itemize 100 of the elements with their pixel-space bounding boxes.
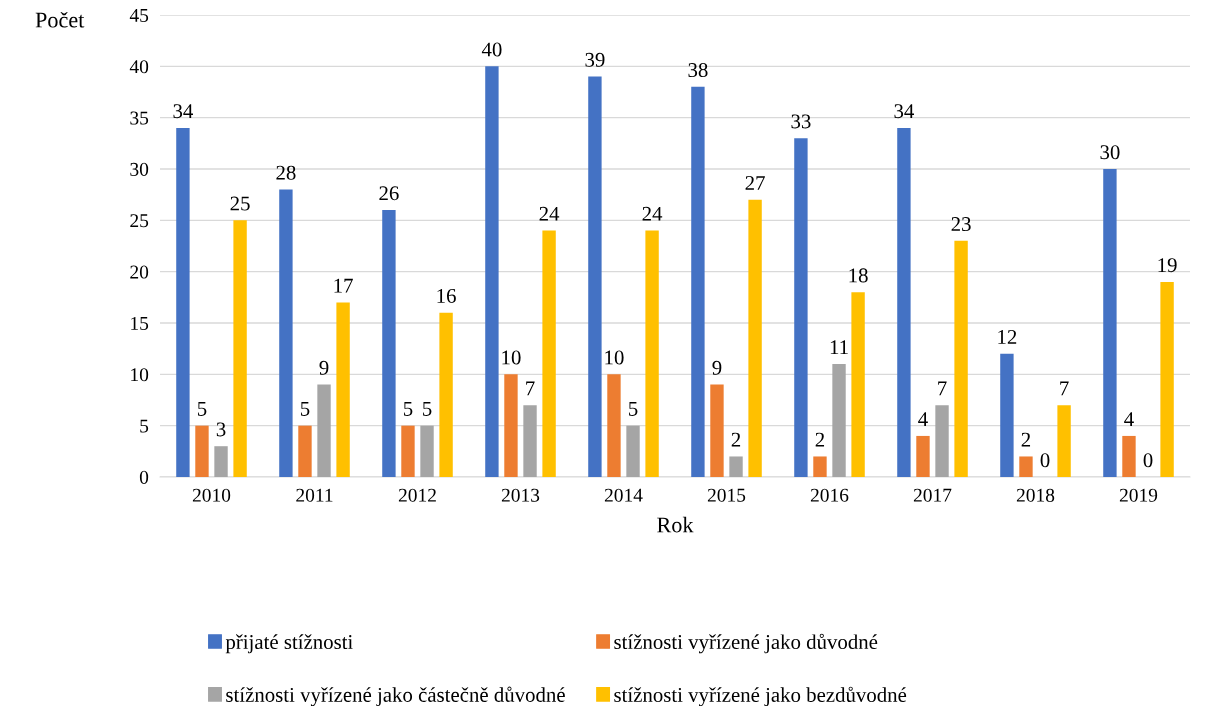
bar: [645, 230, 659, 477]
bar: [935, 405, 949, 477]
bar: [897, 127, 911, 477]
bar: [748, 199, 762, 477]
bar: [1019, 456, 1033, 477]
data-label: 30: [1100, 145, 1120, 160]
data-label: 10: [605, 350, 624, 365]
data-label: 11: [830, 340, 848, 355]
data-label: 9: [712, 360, 722, 375]
data-label: 40: [481, 42, 502, 57]
legend-label: přijaté stížnosti: [225, 634, 353, 654]
data-label: 38: [688, 63, 708, 78]
y-tick-label: 10: [131, 368, 149, 382]
bar: [233, 220, 247, 477]
x-tick-label: 2014: [604, 488, 643, 502]
bar: [336, 302, 350, 477]
data-label: 0: [1040, 453, 1050, 468]
data-label: 23: [951, 217, 971, 232]
y-tick-label: 35: [130, 111, 149, 125]
bar: [1122, 435, 1136, 477]
data-label: 3: [216, 422, 226, 437]
data-label: 7: [526, 381, 535, 396]
x-tick-label: 2018: [1016, 488, 1055, 502]
bar: [504, 374, 518, 477]
x-tick-label: 2019: [1119, 488, 1158, 502]
data-label: 28: [276, 165, 296, 180]
data-label: 26: [379, 186, 399, 201]
data-label: 10: [502, 350, 521, 365]
bar: [691, 86, 705, 477]
data-label: 34: [894, 104, 915, 119]
data-label: 5: [403, 402, 413, 416]
x-tick-label: 2013: [501, 488, 540, 502]
x-tick-label: 2017: [913, 488, 952, 502]
y-tick-label: 40: [129, 60, 149, 74]
data-label: 7: [1060, 381, 1069, 396]
data-label: 18: [849, 268, 868, 283]
x-axis-title: Rok: [657, 516, 694, 533]
x-tick-label: 2016: [810, 488, 849, 502]
bar: [542, 230, 556, 477]
data-label: 33: [791, 114, 811, 129]
bar: [1103, 169, 1117, 477]
bar: [916, 435, 930, 477]
data-label: 4: [1124, 412, 1134, 426]
bar: [195, 425, 209, 477]
y-tick-label: 15: [131, 316, 149, 330]
bar: [588, 76, 602, 477]
bar: [176, 127, 190, 477]
data-label: 9: [319, 360, 329, 375]
data-label: 24: [642, 206, 663, 221]
bar: [832, 364, 846, 477]
data-label: 19: [1158, 258, 1177, 273]
bar: [729, 456, 743, 477]
data-label: 2: [815, 432, 825, 447]
bar: [607, 374, 621, 477]
data-label: 17: [334, 278, 353, 293]
data-label: 39: [585, 52, 605, 67]
bar: [954, 240, 968, 477]
bar: [710, 384, 724, 477]
data-label: 16: [437, 288, 456, 303]
bar: [401, 425, 415, 477]
x-tick-label: 2010: [192, 488, 231, 502]
bar: [485, 66, 499, 477]
data-label: 5: [629, 402, 638, 416]
data-label: 24: [539, 206, 560, 221]
data-label: 4: [918, 412, 928, 426]
legend-label: stížnosti vyřízené jako důvodné: [614, 633, 878, 654]
x-tick-label: 2012: [398, 488, 436, 502]
legend-label: stížnosti vyřízené jako částečně důvodné: [226, 686, 565, 706]
bar: [1000, 353, 1014, 477]
data-label: 12: [998, 330, 1017, 344]
y-axis-title: Počet: [35, 11, 85, 28]
bar: [523, 405, 537, 477]
data-label: 5: [300, 402, 310, 416]
bar: [279, 189, 293, 477]
bar: [1057, 405, 1071, 477]
data-label: 25: [230, 196, 250, 211]
y-tick-label: 5: [140, 419, 149, 433]
bar: [317, 384, 331, 477]
data-label: 2: [731, 432, 741, 447]
bar: [382, 210, 396, 477]
bar: [794, 138, 808, 477]
data-label: 5: [197, 402, 207, 416]
bar: [214, 446, 228, 477]
data-label: 0: [1143, 453, 1153, 468]
y-tick-label: 20: [130, 265, 149, 279]
y-tick-label: 25: [130, 214, 149, 228]
data-label: 5: [423, 402, 432, 416]
bar: [420, 425, 434, 477]
y-tick-label: 30: [130, 162, 149, 176]
bar: [1160, 281, 1174, 477]
y-tick-label: 45: [129, 8, 149, 22]
legend-label: stížnosti vyřízené jako bezdůvodné: [614, 686, 907, 706]
x-tick-label: 2011: [296, 488, 333, 502]
bar: [626, 425, 640, 477]
data-label: 7: [938, 381, 947, 396]
bar: [813, 456, 827, 477]
data-label: 2: [1021, 432, 1031, 447]
data-label: 34: [173, 104, 194, 119]
y-tick-label: 0: [139, 470, 149, 484]
bar: [298, 425, 312, 477]
